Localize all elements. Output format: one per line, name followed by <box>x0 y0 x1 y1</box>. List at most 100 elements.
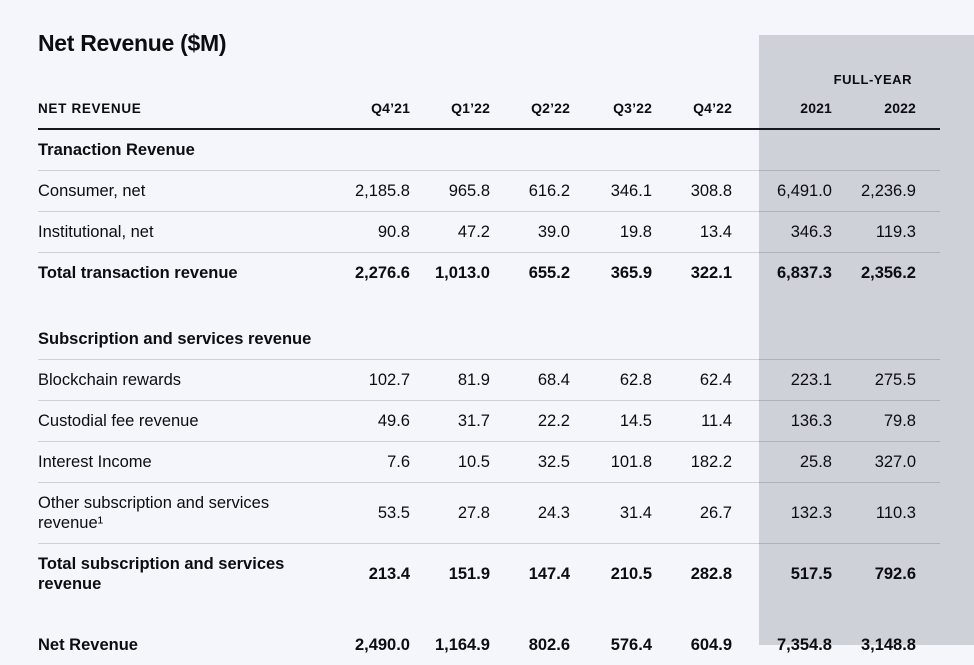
row-label: Interest Income <box>38 441 330 483</box>
row-label: Other subscription and services revenue¹ <box>38 482 330 544</box>
table-row: Custodial fee revenue 49.6 31.7 22.2 14.5 11.… <box>38 400 940 442</box>
value-cell: 136.3 <box>732 400 832 442</box>
header-spacer-cell <box>916 0 940 130</box>
column-header: Q1’22 <box>410 0 490 130</box>
value-cell: 576.4 <box>610 636 652 654</box>
section-spacer <box>38 604 940 625</box>
value-cell: 119.3 <box>832 211 916 253</box>
value-cell: 31.7 <box>410 400 490 442</box>
value-cell: 792.6 <box>874 565 916 583</box>
value-cell: 282.8 <box>690 565 732 583</box>
value-cell: 2,185.8 <box>330 170 410 212</box>
value-cell: 14.5 <box>570 400 652 442</box>
value-cell: 19.8 <box>570 211 652 253</box>
value-cell: 22.2 <box>490 400 570 442</box>
section-header: Subscription and services revenue <box>38 319 940 360</box>
value-cell: 182.2 <box>652 441 732 483</box>
table-row: Total subscription and services revenue 2… <box>38 544 940 605</box>
value-cell: 110.3 <box>832 482 916 544</box>
table-row: Total transaction revenue 2,276.6 1,013.0 6… <box>38 253 940 294</box>
section-header-row: Tranaction Revenue <box>38 129 940 171</box>
value-cell: 151.9 <box>448 565 490 583</box>
value-cell: 517.5 <box>790 565 832 583</box>
table-row: Net Revenue 2,490.0 1,164.9 802.6 576.4 604.9… <box>38 625 940 665</box>
table-head: NET REVENUE Q4’21 Q1’22 Q2’22 Q3’22 Q4’22 202… <box>38 0 940 130</box>
value-cell: 2,356.2 <box>860 264 916 282</box>
table-row: Institutional, net 90.8 47.2 39.0 19.8 13.4 34… <box>38 211 940 253</box>
column-header: Q4’22 <box>652 0 732 130</box>
section-spacer-cell <box>38 293 940 319</box>
value-cell: 213.4 <box>368 565 410 583</box>
row-spacer-cell <box>916 400 940 442</box>
column-header: 2022 <box>832 0 916 130</box>
value-cell: 11.4 <box>652 400 732 442</box>
value-cell: 24.3 <box>490 482 570 544</box>
label-column-header: NET REVENUE <box>38 0 330 130</box>
value-cell: 3,148.8 <box>860 636 916 654</box>
value-cell: 68.4 <box>490 359 570 401</box>
value-cell: 7.6 <box>330 441 410 483</box>
value-cell: 322.1 <box>690 264 732 282</box>
column-header: Q2’22 <box>490 0 570 130</box>
value-cell: 604.9 <box>690 636 732 654</box>
row-label: Blockchain rewards <box>38 359 330 401</box>
value-cell: 62.4 <box>652 359 732 401</box>
row-label: Total transaction revenue <box>38 264 238 282</box>
value-cell: 49.6 <box>330 400 410 442</box>
row-spacer-cell <box>916 625 940 665</box>
value-cell: 346.3 <box>732 211 832 253</box>
value-cell: 47.2 <box>410 211 490 253</box>
row-spacer-cell <box>916 482 940 544</box>
section-header-row: Subscription and services revenue <box>38 319 940 360</box>
row-spacer-cell <box>916 441 940 483</box>
table-row: Blockchain rewards 102.7 81.9 68.4 62.8 62.4 2… <box>38 359 940 401</box>
value-cell: 25.8 <box>732 441 832 483</box>
value-cell: 1,013.0 <box>434 264 490 282</box>
column-header: Q4’21 <box>330 0 410 130</box>
value-cell: 53.5 <box>330 482 410 544</box>
row-spacer-cell <box>916 170 940 212</box>
value-cell: 346.1 <box>570 170 652 212</box>
row-label: Institutional, net <box>38 211 330 253</box>
value-cell: 32.5 <box>490 441 570 483</box>
value-cell: 62.8 <box>570 359 652 401</box>
value-cell: 10.5 <box>410 441 490 483</box>
table-row: Consumer, net 2,185.8 965.8 616.2 346.1 308.8… <box>38 170 940 212</box>
value-cell: 81.9 <box>410 359 490 401</box>
value-cell: 655.2 <box>528 264 570 282</box>
section-spacer-cell <box>38 604 940 625</box>
value-cell: 90.8 <box>330 211 410 253</box>
value-cell: 2,490.0 <box>354 636 410 654</box>
value-cell: 616.2 <box>490 170 570 212</box>
value-cell: 1,164.9 <box>434 636 490 654</box>
value-cell: 2,276.6 <box>354 264 410 282</box>
row-label: Net Revenue <box>38 636 138 654</box>
value-cell: 39.0 <box>490 211 570 253</box>
value-cell: 308.8 <box>652 170 732 212</box>
value-cell: 6,491.0 <box>732 170 832 212</box>
column-header-row: NET REVENUE Q4’21 Q1’22 Q2’22 Q3’22 Q4’22 202… <box>38 0 940 130</box>
table-row: Other subscription and services revenue¹… <box>38 482 940 544</box>
section-spacer <box>38 293 940 319</box>
value-cell: 2,236.9 <box>832 170 916 212</box>
table-row: Interest Income 7.6 10.5 32.5 101.8 182.2 25.8… <box>38 441 940 483</box>
value-cell: 365.9 <box>610 264 652 282</box>
value-cell: 132.3 <box>732 482 832 544</box>
column-header: 2021 <box>732 0 832 130</box>
value-cell: 210.5 <box>610 565 652 583</box>
row-label: Consumer, net <box>38 170 330 212</box>
value-cell: 802.6 <box>528 636 570 654</box>
row-spacer-cell <box>916 253 940 294</box>
column-header: Q3’22 <box>570 0 652 130</box>
value-cell: 223.1 <box>732 359 832 401</box>
value-cell: 327.0 <box>832 441 916 483</box>
value-cell: 6,837.3 <box>776 264 832 282</box>
table-body: Tranaction Revenue Consumer, net 2,185.8 96… <box>38 129 940 665</box>
row-spacer-cell <box>916 359 940 401</box>
value-cell: 79.8 <box>832 400 916 442</box>
value-cell: 7,354.8 <box>776 636 832 654</box>
value-cell: 147.4 <box>528 565 570 583</box>
row-label: Custodial fee revenue <box>38 400 330 442</box>
section-header: Tranaction Revenue <box>38 129 940 171</box>
value-cell: 275.5 <box>832 359 916 401</box>
